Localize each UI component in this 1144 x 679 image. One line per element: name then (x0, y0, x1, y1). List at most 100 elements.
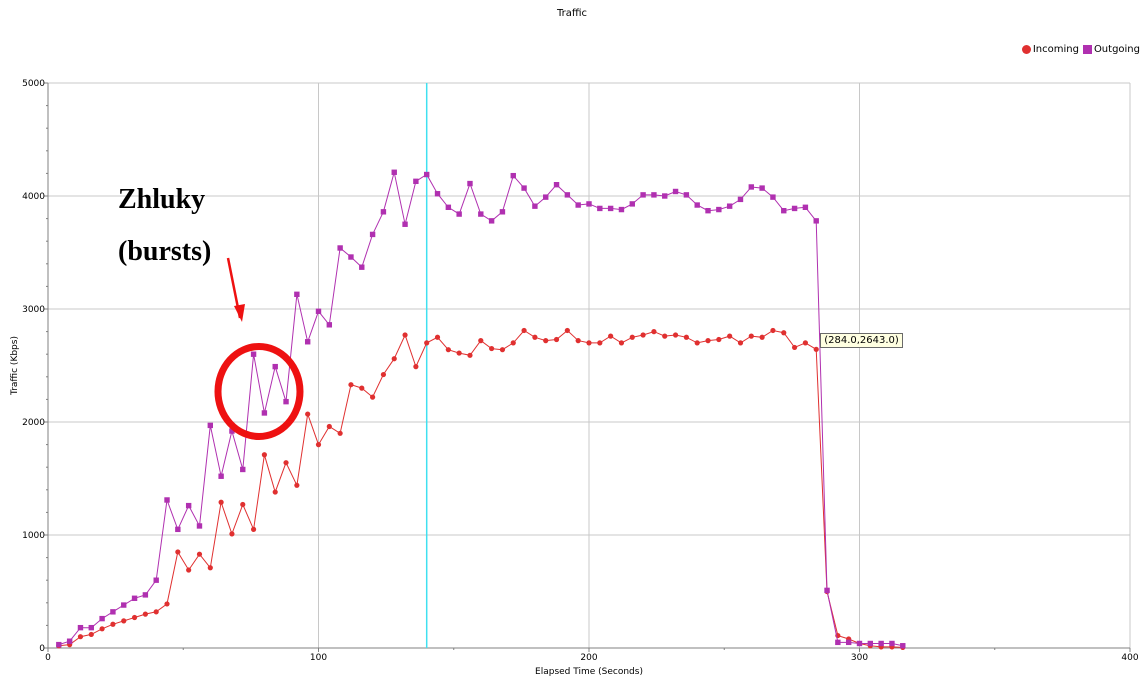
data-point-incoming (446, 347, 451, 352)
y-tick-label: 0 (39, 644, 45, 654)
data-point-outgoing (273, 364, 278, 369)
data-point-incoming (402, 332, 407, 337)
data-point-outgoing (262, 410, 267, 415)
data-point-outgoing (608, 206, 613, 211)
data-point-outgoing (489, 218, 494, 223)
data-point-outgoing (749, 184, 754, 189)
data-point-outgoing (402, 222, 407, 227)
data-point-outgoing (110, 609, 115, 614)
data-point-incoming (814, 347, 819, 352)
point-tooltip: (284.0,2643.0) (820, 333, 903, 348)
data-point-outgoing (684, 192, 689, 197)
data-point-incoming (489, 346, 494, 351)
data-point-outgoing (435, 191, 440, 196)
data-point-incoming (738, 340, 743, 345)
data-point-incoming (641, 332, 646, 337)
data-point-outgoing (218, 474, 223, 479)
data-point-outgoing (705, 208, 710, 213)
data-point-incoming (630, 335, 635, 340)
data-point-outgoing (759, 185, 764, 190)
data-point-outgoing (770, 194, 775, 199)
data-point-outgoing (532, 203, 537, 208)
data-point-outgoing (359, 264, 364, 269)
data-point-outgoing (575, 202, 580, 207)
data-point-outgoing (381, 209, 386, 214)
data-point-incoming (359, 386, 364, 391)
data-point-outgoing (99, 616, 104, 621)
data-point-incoming (143, 612, 148, 617)
data-point-outgoing (814, 218, 819, 223)
data-point-incoming (803, 340, 808, 345)
series-line-incoming (59, 331, 903, 648)
data-point-incoming (348, 382, 353, 387)
data-point-outgoing (283, 399, 288, 404)
data-point-incoming (760, 335, 765, 340)
data-point-incoming (662, 334, 667, 339)
data-point-incoming (651, 329, 656, 334)
data-point-incoming (154, 609, 159, 614)
data-point-incoming (511, 340, 516, 345)
data-point-incoming (532, 335, 537, 340)
data-point-outgoing (240, 467, 245, 472)
data-point-incoming (164, 601, 169, 606)
x-tick-label: 0 (45, 653, 51, 663)
data-point-outgoing (521, 185, 526, 190)
x-tick-label: 400 (1121, 653, 1138, 663)
data-point-outgoing (413, 179, 418, 184)
data-point-incoming (705, 338, 710, 343)
data-point-outgoing (738, 197, 743, 202)
data-point-incoming (576, 338, 581, 343)
data-point-outgoing (597, 206, 602, 211)
data-point-incoming (132, 615, 137, 620)
y-tick-label: 5000 (22, 79, 45, 89)
callout-title: Zhluky (118, 184, 205, 216)
data-point-incoming (457, 350, 462, 355)
data-point-outgoing (673, 189, 678, 194)
data-point-outgoing (348, 254, 353, 259)
data-point-outgoing (56, 642, 61, 647)
data-point-incoming (565, 328, 570, 333)
data-point-outgoing (857, 641, 862, 646)
data-point-incoming (543, 338, 548, 343)
data-point-incoming (121, 618, 126, 623)
data-point-outgoing (586, 201, 591, 206)
data-point-incoming (435, 335, 440, 340)
data-point-outgoing (456, 211, 461, 216)
data-point-incoming (597, 340, 602, 345)
data-point-outgoing (327, 322, 332, 327)
data-point-incoming (219, 500, 224, 505)
data-point-outgoing (337, 245, 342, 250)
data-point-incoming (240, 502, 245, 507)
data-point-outgoing (695, 202, 700, 207)
data-point-incoming (424, 340, 429, 345)
data-point-incoming (619, 340, 624, 345)
data-point-outgoing (651, 192, 656, 197)
x-tick-label: 200 (580, 653, 597, 663)
data-point-incoming (467, 353, 472, 358)
data-point-incoming (100, 626, 105, 631)
data-point-outgoing (197, 523, 202, 528)
data-point-outgoing (294, 292, 299, 297)
data-point-outgoing (89, 625, 94, 630)
data-point-incoming (110, 622, 115, 627)
data-point-incoming (608, 334, 613, 339)
data-point-outgoing (143, 592, 148, 597)
data-point-incoming (273, 489, 278, 494)
callout-arrow-head (234, 304, 245, 322)
x-tick-label: 100 (310, 653, 327, 663)
data-point-incoming (89, 632, 94, 637)
data-point-outgoing (878, 641, 883, 646)
data-point-outgoing (305, 339, 310, 344)
data-point-incoming (392, 356, 397, 361)
data-point-incoming (283, 460, 288, 465)
y-axis-label: Traffic (Kbps) (10, 336, 20, 396)
data-point-outgoing (78, 625, 83, 630)
data-point-outgoing (175, 527, 180, 532)
data-point-outgoing (727, 203, 732, 208)
data-point-incoming (316, 442, 321, 447)
data-point-outgoing (67, 639, 72, 644)
y-tick-label: 3000 (22, 305, 45, 315)
data-point-outgoing (803, 205, 808, 210)
data-point-outgoing (478, 211, 483, 216)
